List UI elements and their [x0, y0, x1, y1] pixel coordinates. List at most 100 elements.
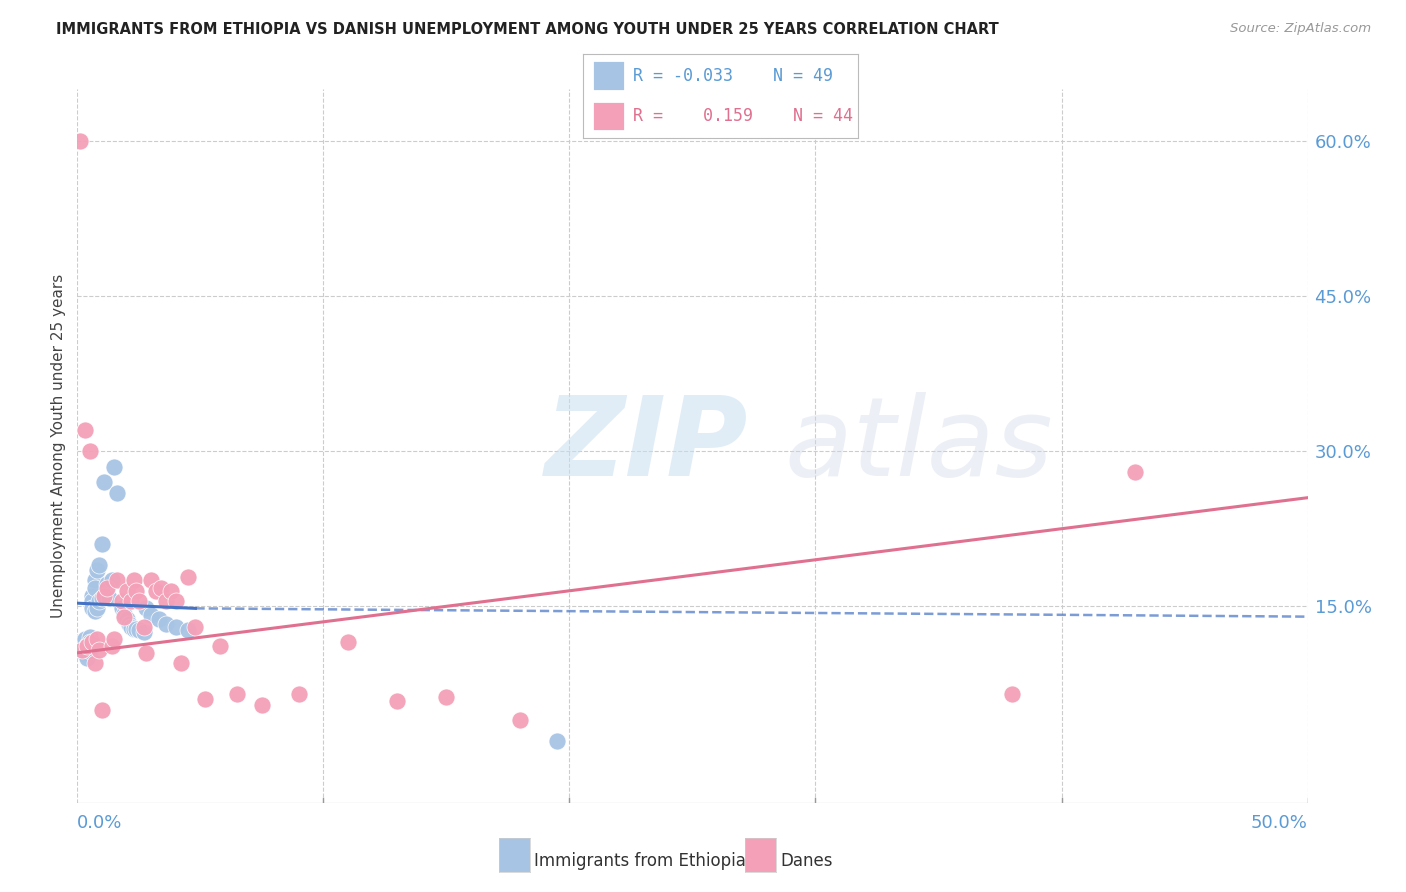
Point [125, 622, 148, 636]
Point [128, 594, 150, 608]
Point [79, 644, 101, 658]
Point [177, 570, 200, 584]
Point [79, 640, 101, 655]
Text: R = -0.033    N = 49: R = -0.033 N = 49 [633, 67, 832, 85]
Point [125, 583, 148, 598]
Point [82, 635, 104, 649]
Point [83, 581, 105, 595]
Point [226, 687, 249, 701]
Point [387, 694, 409, 708]
Point [70, 635, 93, 649]
Point [160, 583, 183, 598]
Point [96, 576, 118, 591]
Text: 0.0%: 0.0% [77, 814, 122, 832]
Point [155, 616, 177, 631]
Point [288, 687, 311, 701]
Point [121, 594, 143, 608]
Point [101, 639, 124, 653]
Point [194, 692, 217, 706]
Point [165, 594, 187, 608]
Point [86, 563, 108, 577]
Point [112, 607, 135, 621]
Text: atlas: atlas [785, 392, 1053, 500]
Point [141, 574, 163, 588]
Point [70, 642, 93, 657]
Point [165, 620, 187, 634]
Point [135, 601, 157, 615]
Point [509, 713, 531, 727]
Point [76, 651, 98, 665]
Point [76, 638, 98, 652]
Point [135, 646, 157, 660]
Point [132, 620, 155, 634]
Bar [592, 101, 624, 131]
Point [101, 574, 124, 588]
Point [79, 635, 101, 649]
Bar [592, 61, 624, 91]
Point [70, 642, 93, 657]
Text: ZIP: ZIP [546, 392, 748, 500]
Point [93, 589, 115, 603]
Point [73, 424, 96, 438]
Point [86, 632, 108, 647]
Point [115, 612, 138, 626]
Point [86, 601, 108, 615]
Point [250, 698, 273, 712]
Point [73, 647, 96, 661]
Point [83, 574, 105, 588]
Point [105, 485, 128, 500]
Point [73, 645, 96, 659]
Point [112, 609, 135, 624]
Point [145, 583, 167, 598]
Point [103, 459, 125, 474]
Point [118, 616, 141, 631]
Point [121, 620, 143, 634]
Text: Danes: Danes [780, 852, 832, 870]
Point [89, 642, 111, 657]
Point [73, 632, 96, 647]
Point [170, 656, 193, 670]
Point [111, 594, 132, 608]
Point [82, 594, 104, 608]
Point [90, 537, 114, 551]
Point [115, 583, 138, 598]
Point [79, 444, 101, 458]
Point [546, 733, 568, 747]
Point [184, 620, 207, 634]
Point [90, 591, 114, 605]
Point [177, 623, 200, 637]
Text: R =    0.159    N = 44: R = 0.159 N = 44 [633, 107, 853, 125]
Point [82, 601, 104, 615]
Point [73, 640, 96, 655]
Point [122, 622, 145, 636]
Point [150, 581, 173, 595]
Point [69, 134, 91, 148]
Point [96, 581, 118, 595]
Point [89, 594, 111, 608]
Y-axis label: Unemployment Among Youth under 25 years: Unemployment Among Youth under 25 years [51, 274, 66, 618]
Point [79, 630, 101, 644]
Point [155, 594, 177, 608]
Point [209, 639, 232, 653]
Point [148, 612, 170, 626]
Point [76, 642, 98, 657]
Point [90, 703, 114, 717]
Point [98, 591, 121, 605]
Point [105, 574, 128, 588]
Point [436, 690, 458, 705]
Text: 50.0%: 50.0% [1251, 814, 1308, 832]
Point [93, 475, 115, 490]
Point [76, 646, 98, 660]
Point [69, 639, 91, 653]
Point [76, 639, 98, 653]
Point [103, 632, 125, 647]
Point [83, 605, 105, 619]
Point [141, 607, 163, 622]
Point [1125, 465, 1147, 479]
Point [122, 574, 145, 588]
Text: Immigrants from Ethiopia: Immigrants from Ethiopia [534, 852, 747, 870]
Text: IMMIGRANTS FROM ETHIOPIA VS DANISH UNEMPLOYMENT AMONG YOUTH UNDER 25 YEARS CORRE: IMMIGRANTS FROM ETHIOPIA VS DANISH UNEMP… [56, 22, 1000, 37]
Text: Source: ZipAtlas.com: Source: ZipAtlas.com [1230, 22, 1371, 36]
Point [83, 656, 105, 670]
Point [132, 625, 155, 640]
